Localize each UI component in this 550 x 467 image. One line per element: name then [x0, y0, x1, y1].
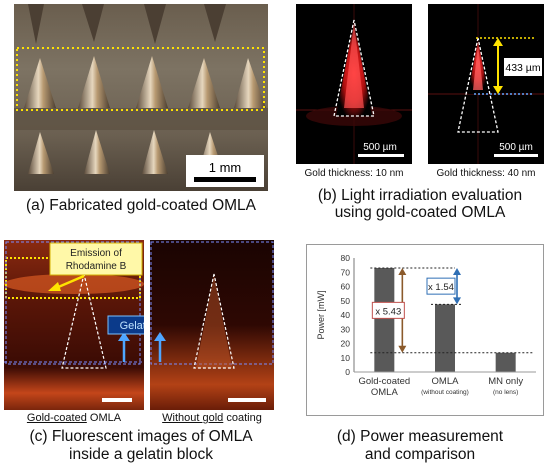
- y-axis-label: Power [mW]: [316, 290, 326, 339]
- bar: [435, 304, 455, 372]
- y-tick-label: 30: [341, 324, 351, 334]
- panel-b-right-photo: 433 µm 500 µm: [428, 4, 544, 164]
- bar: [495, 352, 516, 372]
- panel-c-left-photo: Emission of Rhodamine B Gelatin: [4, 240, 144, 410]
- caption-d-line2: and comparison: [364, 446, 476, 463]
- x-category-label: OMLA: [432, 376, 460, 387]
- caption-c-line1: (c) Fluorescent images of OMLA: [29, 428, 253, 445]
- needle-outline-c-right: [193, 273, 235, 369]
- emission-arrow: [55, 274, 85, 290]
- ratio-label-1: x 5.43: [375, 306, 401, 317]
- panel-c-right-photo: [150, 240, 274, 410]
- right-label-rest: coating: [223, 412, 262, 424]
- ratio-arrow-1-tail: [398, 345, 407, 353]
- panel-a-photo: 1 mm: [14, 4, 268, 191]
- needle-outline-10nm: [333, 19, 375, 117]
- caption-c-line2: inside a gelatin block: [69, 446, 213, 463]
- ratio-label-2: x 1.54: [428, 282, 454, 293]
- ratio-arrow-2-head: [453, 267, 461, 275]
- gelatin-box: [5, 241, 141, 365]
- emission-callout-line1: Emission of: [70, 248, 122, 259]
- panel-c-left-label: Gold-coated OMLA: [4, 412, 144, 424]
- ratio-label-box-2: [426, 277, 456, 295]
- microneedle-row-middle: [24, 56, 266, 108]
- panel-b-left-photo: 500 µm: [296, 4, 412, 164]
- gelatin-label: Gelatin: [120, 320, 144, 332]
- scale-bar-c-left: [102, 398, 132, 402]
- y-tick-label: 80: [341, 253, 351, 263]
- scale-bar-label: 1 mm: [209, 160, 242, 175]
- right-label-underlined: Without gold: [162, 412, 224, 424]
- needle-outline-40nm: [457, 37, 499, 133]
- chart-frame: [306, 244, 544, 416]
- caption-d-line1: (d) Power measurement: [336, 428, 504, 445]
- y-tick-label: 40: [341, 310, 351, 320]
- caption-a: (a) Fabricated gold-coated OMLA: [25, 197, 257, 214]
- y-tick-label: 50: [341, 296, 351, 306]
- x-category-sublabel: (no lens): [493, 389, 518, 396]
- scale-bar-c-right: [228, 398, 266, 402]
- scale-bar-b-right: [494, 154, 538, 157]
- x-category-label-line2: OMLA: [371, 387, 399, 398]
- scale-bar: [194, 177, 256, 182]
- caption-b-line2: using gold-coated OMLA: [334, 204, 506, 221]
- y-tick-label: 60: [341, 282, 351, 292]
- scale-label-b-right: 500 µm: [499, 142, 533, 153]
- scale-label-b-left: 500 µm: [363, 142, 397, 153]
- left-label-rest: OMLA: [86, 412, 122, 424]
- thickness-label-b-right: Gold thickness: 40 nm: [436, 168, 536, 179]
- gelatin-label-box: [107, 315, 144, 335]
- y-tick-label: 0: [345, 367, 350, 377]
- scale-bar-b-left: [358, 154, 404, 157]
- emission-callout-line2: Rhodamine B: [66, 261, 127, 272]
- thickness-label-b-left: Gold thickness: 10 nm: [304, 168, 404, 179]
- x-category-label: MN only: [488, 376, 523, 387]
- ratio-arrow-1-head: [398, 267, 407, 275]
- ratio-arrow-2-tail: [453, 297, 461, 305]
- y-tick-label: 10: [341, 353, 351, 363]
- x-category-label: Gold-coated: [358, 376, 410, 387]
- microneedle-row-top: [28, 4, 226, 44]
- measure-label: 433 µm: [505, 62, 540, 74]
- panel-c-right-label: Without gold coating: [146, 412, 278, 424]
- gelatin-box-right: [150, 241, 274, 365]
- x-category-sublabel: (without coating): [421, 389, 469, 396]
- left-label-underlined: Gold-coated: [26, 412, 87, 424]
- ratio-label-box-1: [371, 301, 405, 319]
- y-tick-label: 20: [341, 339, 351, 349]
- bar: [374, 267, 395, 372]
- selection-box: [16, 47, 265, 111]
- y-tick-label: 70: [341, 267, 351, 277]
- caption-b-line1: (b) Light irradiation evaluation: [317, 187, 523, 204]
